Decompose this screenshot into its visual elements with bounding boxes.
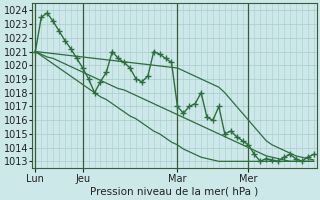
X-axis label: Pression niveau de la mer( hPa ): Pression niveau de la mer( hPa ) [90,187,259,197]
